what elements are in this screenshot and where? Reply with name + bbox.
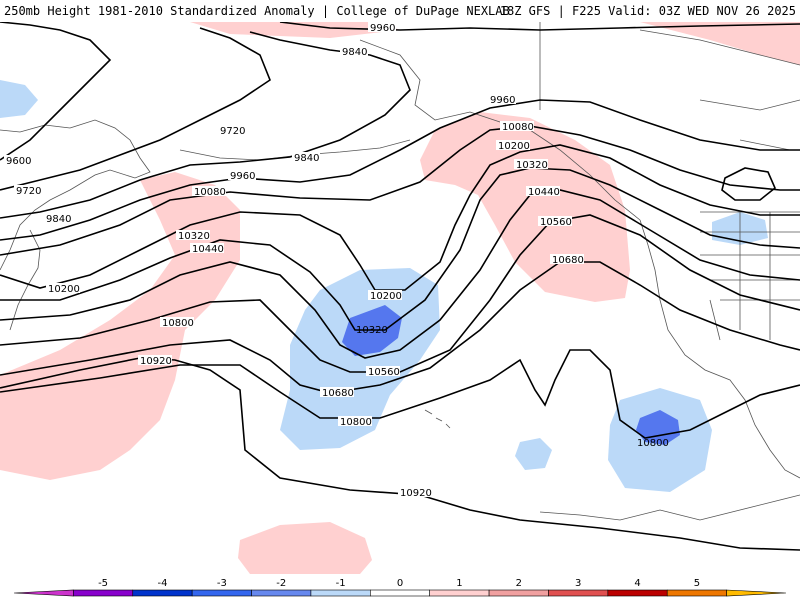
contour-10800 xyxy=(0,349,800,439)
na-west-coast xyxy=(639,219,800,479)
colorbar-swatch xyxy=(191,589,252,597)
label-9840-top: 9840 xyxy=(342,47,367,58)
label-10680-ak: 10680 xyxy=(552,255,584,266)
colorbar-tick-label: -2 xyxy=(276,578,286,589)
colorbar-tick-label: 5 xyxy=(694,578,700,589)
label-10440: 10440 xyxy=(192,244,224,255)
positive-anomaly-top xyxy=(190,22,400,38)
map-header: 250mb Height 1981-2010 Standardized Anom… xyxy=(0,0,800,22)
contour-10680 xyxy=(0,261,800,394)
colorbar-tick-label: -5 xyxy=(98,578,108,589)
label-9720: 9720 xyxy=(220,126,245,137)
colorbar-ticks: -5 -4 -3 -2 -1 0 1 2 3 4 5 xyxy=(98,578,700,589)
label-9600: 9600 xyxy=(6,156,31,167)
label-9840-mid: 9840 xyxy=(294,153,319,164)
colorbar-swatch xyxy=(666,589,727,597)
contour-labels: 9960 9840 9720 9840 9600 9720 9840 9960 … xyxy=(4,22,669,499)
label-10320-ak: 10320 xyxy=(516,160,548,171)
label-10560-ak: 10560 xyxy=(540,217,572,228)
label-10560: 10560 xyxy=(368,367,400,378)
colorbar-tick-label: 1 xyxy=(456,578,462,589)
label-9840-left: 9840 xyxy=(46,214,71,225)
colorbar-swatch xyxy=(310,589,371,597)
mexico-coast xyxy=(539,494,800,521)
label-10800-east: 10800 xyxy=(637,438,669,449)
label-10800: 10800 xyxy=(162,318,194,329)
height-contours xyxy=(0,22,800,551)
colorbar-swatch xyxy=(429,589,490,597)
positive-anomaly-topright xyxy=(640,22,800,65)
label-10800-low: 10800 xyxy=(340,417,372,428)
japan-coast xyxy=(9,229,41,331)
colorbar-tick-label: -4 xyxy=(157,578,167,589)
colorbar-tick-label: -3 xyxy=(217,578,227,589)
contour-9960-top xyxy=(279,22,800,31)
colorbar-swatches xyxy=(13,589,787,597)
colorbar-swatch xyxy=(488,589,549,597)
colorbar-tick-label: 0 xyxy=(397,578,403,589)
label-10680: 10680 xyxy=(322,388,354,399)
colorbar-tick-label: 2 xyxy=(516,578,522,589)
hawaii xyxy=(424,409,451,429)
positive-anomaly-south xyxy=(238,522,372,574)
label-10200-ak: 10200 xyxy=(498,141,530,152)
label-9720-left: 9720 xyxy=(16,186,41,197)
negative-anomaly-pacific-low xyxy=(280,268,440,450)
contour-10200 xyxy=(0,144,800,291)
label-10920: 10920 xyxy=(140,356,172,367)
contour-east-closed xyxy=(721,167,776,201)
colorbar-swatch xyxy=(73,589,134,597)
label-10440-ak: 10440 xyxy=(528,187,560,198)
anomaly-map: 9960 9840 9720 9840 9600 9720 9840 9960 … xyxy=(0,22,800,574)
colorbar-swatch xyxy=(548,589,609,597)
label-10080: 10080 xyxy=(194,187,226,198)
contour-9600 xyxy=(0,22,112,161)
contour-10080 xyxy=(0,125,800,256)
contour-10440 xyxy=(0,189,800,359)
label-9960-mid: 9960 xyxy=(230,171,255,182)
colorbar-tick-label: 4 xyxy=(634,578,640,589)
contour-10320 xyxy=(0,167,800,331)
colorbar-swatch xyxy=(607,589,668,597)
colorbar-tick-label: -1 xyxy=(336,578,346,589)
colorbar-tick-label: 3 xyxy=(575,578,581,589)
label-10080-ak: 10080 xyxy=(502,122,534,133)
map-title: 250mb Height 1981-2010 Standardized Anom… xyxy=(4,4,510,18)
colorbar-swatch xyxy=(370,589,430,597)
colorbar-swatch xyxy=(726,589,787,597)
strong-negative-anomaly-east xyxy=(636,410,680,445)
label-10320-low: 10320 xyxy=(356,325,388,336)
contour-9960 xyxy=(0,99,800,241)
run-valid-time: 18Z GFS | F225 Valid: 03Z WED NOV 26 202… xyxy=(499,4,796,18)
label-9960-top: 9960 xyxy=(370,23,395,34)
label-10200: 10200 xyxy=(48,284,80,295)
colorbar-swatch xyxy=(132,589,193,597)
contour-10560 xyxy=(0,214,800,373)
label-10200-low: 10200 xyxy=(370,291,402,302)
negative-anomaly-small-1 xyxy=(515,438,552,470)
canada-arctic xyxy=(639,29,800,151)
label-10320: 10320 xyxy=(178,231,210,242)
contour-9720 xyxy=(0,27,271,191)
colorbar-swatch xyxy=(13,589,74,597)
negative-anomaly-nw xyxy=(0,80,38,118)
anomaly-colorbar: -5 -4 -3 -2 -1 0 1 2 3 4 5 xyxy=(13,578,787,597)
label-9960-right: 9960 xyxy=(490,95,515,106)
colorbar-swatch xyxy=(251,589,312,597)
positive-anomaly-pacific-ridge xyxy=(0,172,240,480)
label-10920-bottom: 10920 xyxy=(400,488,432,499)
